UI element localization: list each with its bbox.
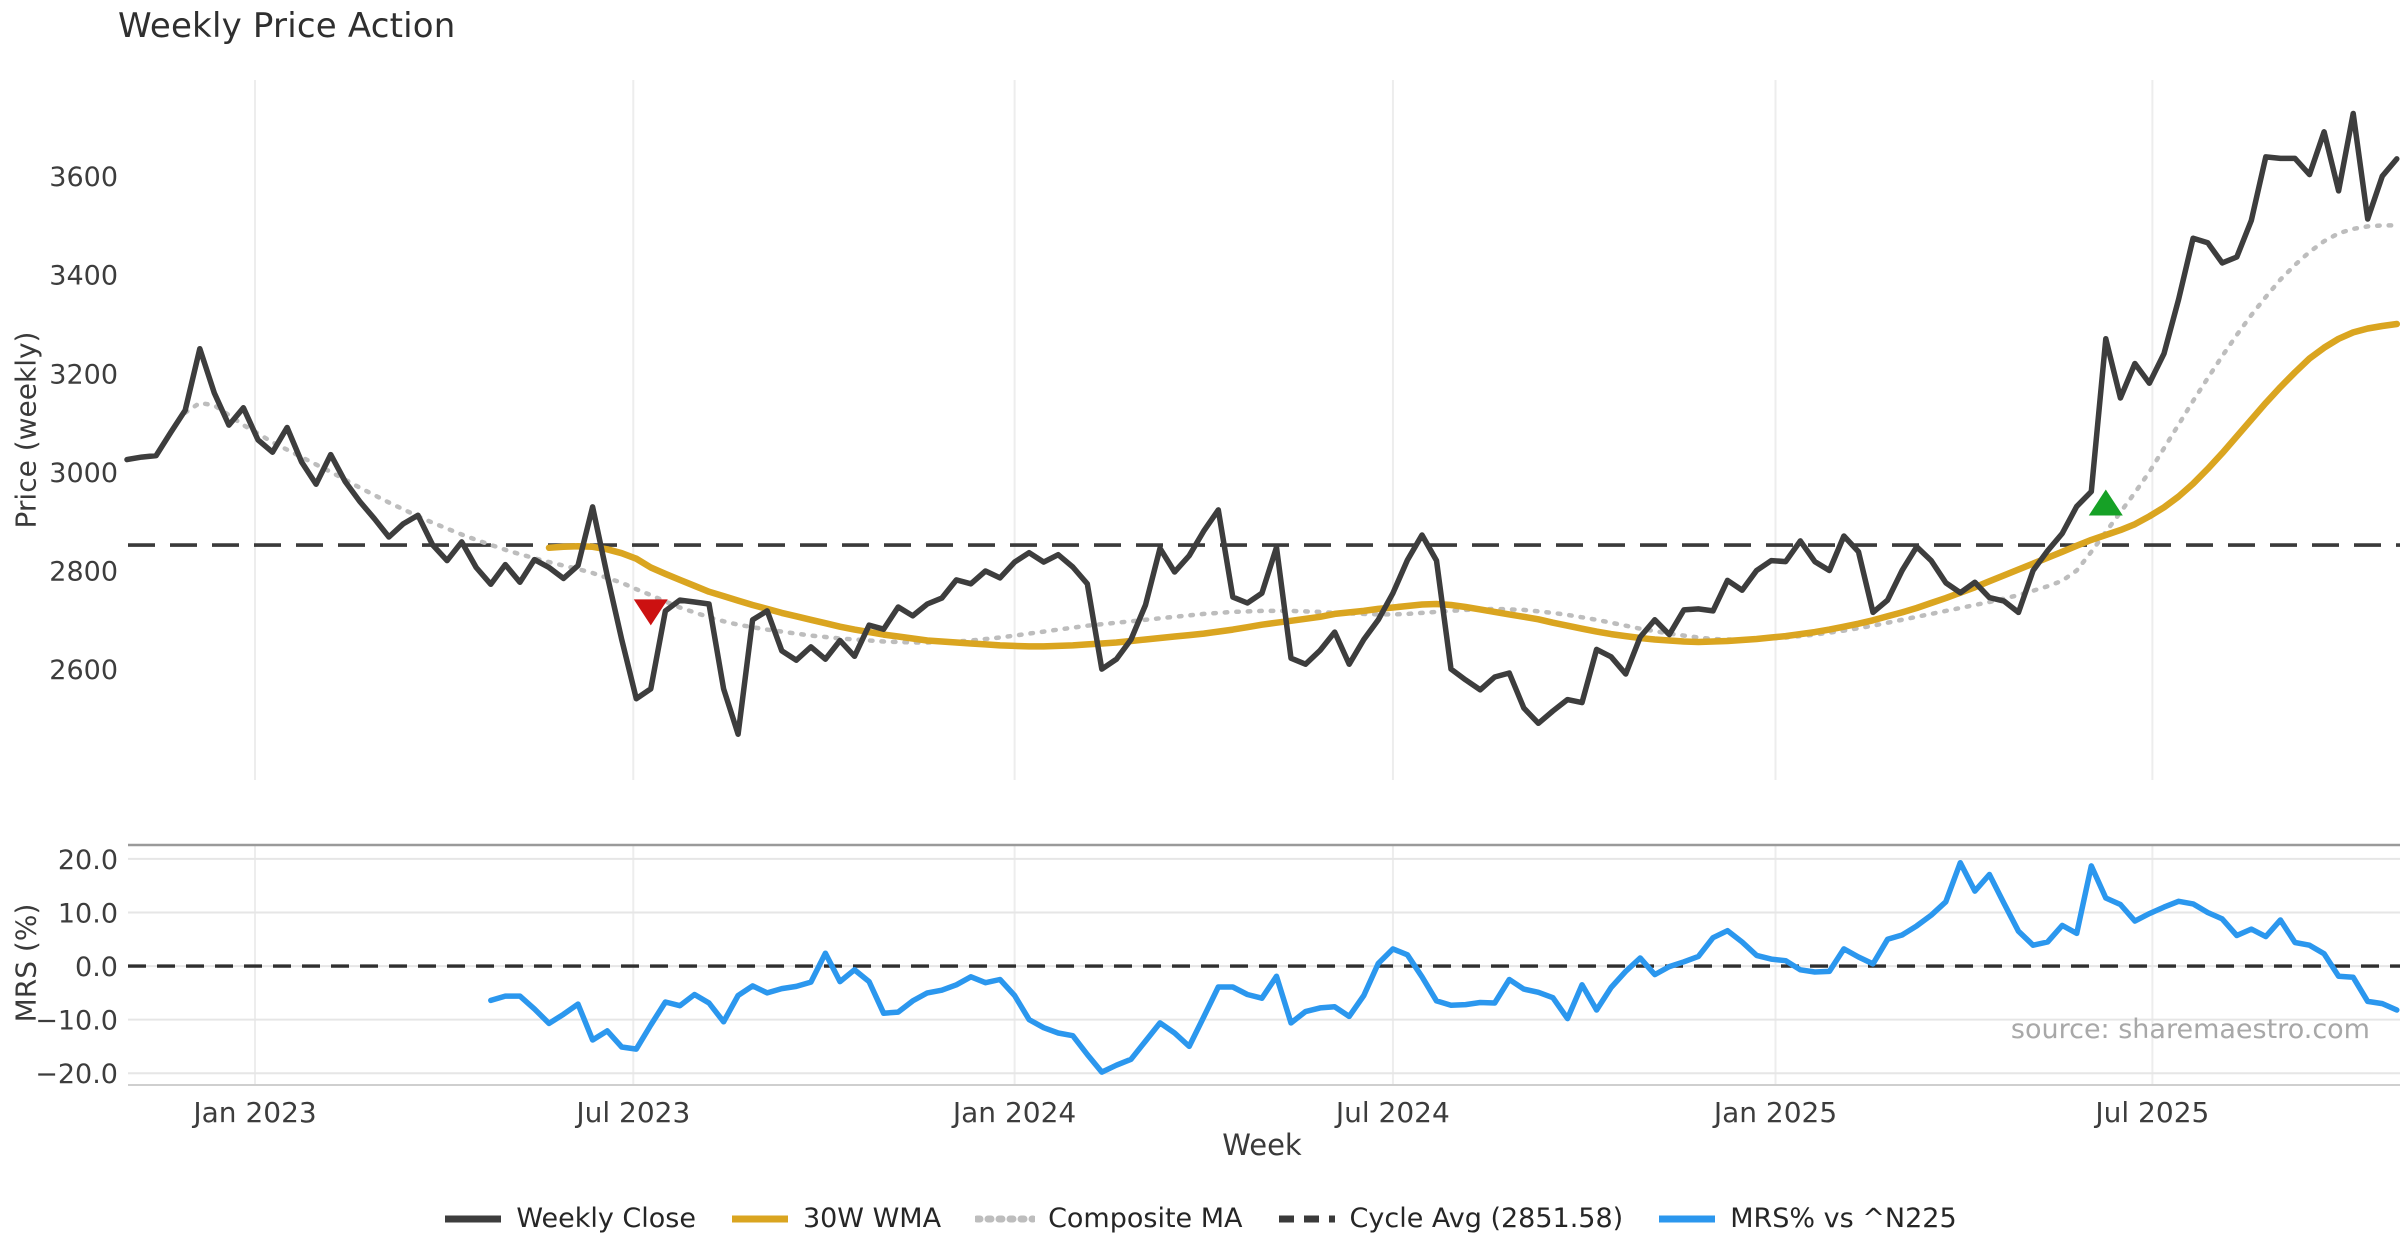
price-ytick-label: 3200	[49, 359, 118, 390]
legend-swatch-dashed-icon	[1278, 1215, 1335, 1222]
chart-title: Weekly Price Action	[118, 6, 456, 46]
price-ytick-label: 3600	[49, 162, 118, 193]
legend-item: Cycle Avg (2851.58)	[1277, 1203, 1624, 1234]
price-ytick-label: 3400	[49, 261, 118, 292]
legend-swatch-dotted-icon	[975, 1215, 1036, 1222]
legend-label: Weekly Close	[516, 1203, 696, 1234]
x-tick-label: Jan 2024	[951, 1096, 1076, 1129]
mrs-ytick-label: −20.0	[35, 1059, 118, 1090]
price-ytick-label: 2800	[49, 556, 118, 587]
weekly-close-line	[124, 110, 2400, 737]
price-ytick-label: 3000	[49, 458, 118, 489]
mrs-ytick-label: 20.0	[58, 845, 118, 876]
x-axis-label: Week	[1222, 1128, 1302, 1162]
legend-label: 30W WMA	[802, 1203, 942, 1234]
mrs-axis-label: MRS (%)	[9, 903, 43, 1023]
legend-item: 30W WMA	[730, 1203, 941, 1234]
legend-swatch-solid-icon	[731, 1215, 788, 1222]
x-tick-label: Jan 2025	[1712, 1096, 1837, 1129]
x-tick-label: Jul 2024	[1334, 1096, 1450, 1129]
legend-label: Composite MA	[1048, 1203, 1243, 1234]
legend-label: Cycle Avg (2851.58)	[1349, 1203, 1624, 1234]
legend-label: MRS% vs ^N225	[1730, 1203, 1957, 1234]
mrs-line	[488, 859, 2400, 1075]
price-ytick-label: 2600	[49, 655, 118, 686]
legend-swatch-solid-icon	[445, 1215, 502, 1222]
x-tick-label: Jan 2023	[191, 1096, 316, 1129]
mrs-ytick-label: 10.0	[58, 899, 118, 930]
mrs-ytick-label: −10.0	[35, 1006, 118, 1037]
legend: Weekly Close 30W WMA Composite MA Cycle Avg…	[0, 1203, 2400, 1234]
sell-marker-icon	[633, 599, 668, 626]
legend-item: Weekly Close	[443, 1203, 696, 1234]
x-tick-label: Jul 2023	[574, 1096, 690, 1129]
buy-marker-icon	[2088, 489, 2123, 516]
wma-30w-line	[545, 320, 2400, 650]
x-tick-label: Jul 2025	[2093, 1096, 2209, 1129]
legend-item: MRS% vs ^N225	[1657, 1203, 1957, 1234]
mrs-ytick-label: 0.0	[75, 952, 118, 983]
legend-swatch-solid-icon	[1659, 1215, 1716, 1222]
legend-item: Composite MA	[975, 1203, 1243, 1234]
price-axis-label: Price (weekly)	[9, 331, 43, 529]
source-credit: source: sharemaestro.com	[2010, 1014, 2370, 1045]
